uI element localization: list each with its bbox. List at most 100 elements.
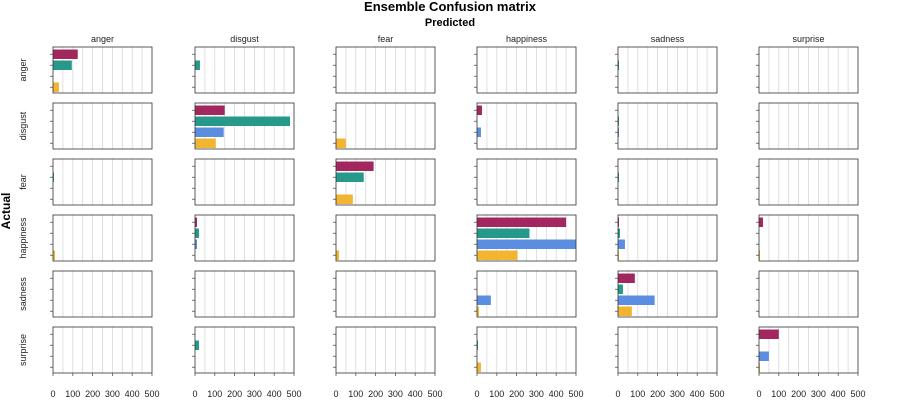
- panel-border: [194, 102, 295, 150]
- x-tick-label: 100: [630, 389, 645, 399]
- x-tick-label: 200: [85, 389, 100, 399]
- row-title-happiness: happiness: [18, 217, 28, 259]
- bar: [195, 138, 216, 148]
- panel-sadness-disgust: [192, 270, 295, 318]
- bar: [618, 217, 619, 227]
- panel-disgust-happiness: [474, 102, 577, 150]
- panel-disgust-disgust: [192, 102, 295, 150]
- row-title-anger: anger: [18, 58, 28, 81]
- panel-sadness-fear: [333, 270, 436, 318]
- panel-disgust-anger: [50, 102, 153, 150]
- column-title-surprise: surprise: [792, 34, 824, 44]
- panel-border: [194, 158, 295, 206]
- x-tick-label: 100: [771, 389, 786, 399]
- x-tick-label: 200: [650, 389, 665, 399]
- panel-surprise-happiness: [474, 326, 577, 374]
- x-tick-label: 100: [207, 389, 222, 399]
- panel-disgust-fear: [333, 102, 436, 150]
- column-title-disgust: disgust: [230, 34, 259, 44]
- bar: [759, 362, 760, 372]
- panel-border: [617, 46, 718, 94]
- bar: [336, 194, 353, 204]
- panel-fear-happiness: [474, 158, 577, 206]
- row-title-fear: fear: [18, 174, 28, 190]
- panel-surprise-disgust: [192, 326, 295, 374]
- bar: [53, 60, 72, 70]
- panel-border: [335, 214, 436, 262]
- panel-happiness-disgust: [192, 214, 295, 262]
- panel-border: [52, 214, 153, 262]
- bar: [477, 228, 530, 238]
- column-title-sadness: sadness: [651, 34, 685, 44]
- x-tick-label: 500: [286, 389, 301, 399]
- panel-border: [617, 102, 718, 150]
- x-tick-label: 400: [125, 389, 140, 399]
- panel-sadness-happiness: [474, 270, 577, 318]
- bar: [618, 60, 619, 70]
- bar: [477, 127, 481, 137]
- bar: [53, 49, 78, 59]
- panel-anger-sadness: [615, 46, 718, 94]
- panel-border: [476, 214, 577, 262]
- bar: [477, 362, 481, 372]
- bar: [336, 250, 339, 260]
- panel-border: [617, 158, 718, 206]
- x-tick-label: 300: [388, 389, 403, 399]
- panel-happiness-anger: [50, 214, 153, 262]
- bar: [195, 228, 199, 238]
- bar: [759, 329, 779, 339]
- x-tick-label: 100: [65, 389, 80, 399]
- bar: [53, 82, 59, 92]
- panel-border: [758, 270, 859, 318]
- panel-border: [52, 46, 153, 94]
- bar: [195, 116, 291, 126]
- panel-border: [52, 326, 153, 374]
- panel-surprise-surprise: [756, 326, 859, 374]
- panel-happiness-surprise: [756, 214, 859, 262]
- bar: [477, 250, 518, 260]
- x-tick-label: 500: [709, 389, 724, 399]
- x-tick-label: 400: [267, 389, 282, 399]
- x-tick-label: 300: [247, 389, 262, 399]
- bar: [618, 284, 623, 294]
- panel-surprise-fear: [333, 326, 436, 374]
- panel-sadness-sadness: [615, 270, 718, 318]
- x-tick-label: 200: [368, 389, 383, 399]
- bar: [477, 295, 491, 305]
- bar: [336, 138, 346, 148]
- bar: [53, 172, 54, 182]
- x-tick-label: 0: [333, 389, 338, 399]
- bar: [195, 127, 224, 137]
- panel-surprise-anger: [50, 326, 153, 374]
- x-tick-label: 400: [408, 389, 423, 399]
- row-title-sadness: sadness: [18, 277, 28, 311]
- panel-anger-surprise: [756, 46, 859, 94]
- panel-disgust-surprise: [756, 102, 859, 150]
- panel-border: [476, 46, 577, 94]
- x-tick-label: 400: [690, 389, 705, 399]
- bar: [618, 239, 625, 249]
- panel-border: [617, 214, 718, 262]
- x-tick-label: 400: [831, 389, 846, 399]
- x-tick-label: 200: [227, 389, 242, 399]
- x-tick-label: 300: [529, 389, 544, 399]
- bar: [195, 60, 200, 70]
- bar: [618, 250, 619, 260]
- bar: [336, 172, 364, 182]
- panel-fear-fear: [333, 158, 436, 206]
- panel-border: [758, 158, 859, 206]
- x-tick-label: 300: [811, 389, 826, 399]
- chart-subtitle: Predicted: [425, 17, 475, 29]
- bar: [195, 217, 197, 227]
- bar: [53, 250, 55, 260]
- bar: [195, 239, 197, 249]
- bar: [618, 172, 619, 182]
- x-tick-label: 300: [670, 389, 685, 399]
- bar: [477, 105, 482, 115]
- panel-happiness-fear: [333, 214, 436, 262]
- panel-border: [52, 102, 153, 150]
- panel-fear-anger: [50, 158, 153, 206]
- panel-anger-disgust: [192, 46, 295, 94]
- panel-border: [758, 102, 859, 150]
